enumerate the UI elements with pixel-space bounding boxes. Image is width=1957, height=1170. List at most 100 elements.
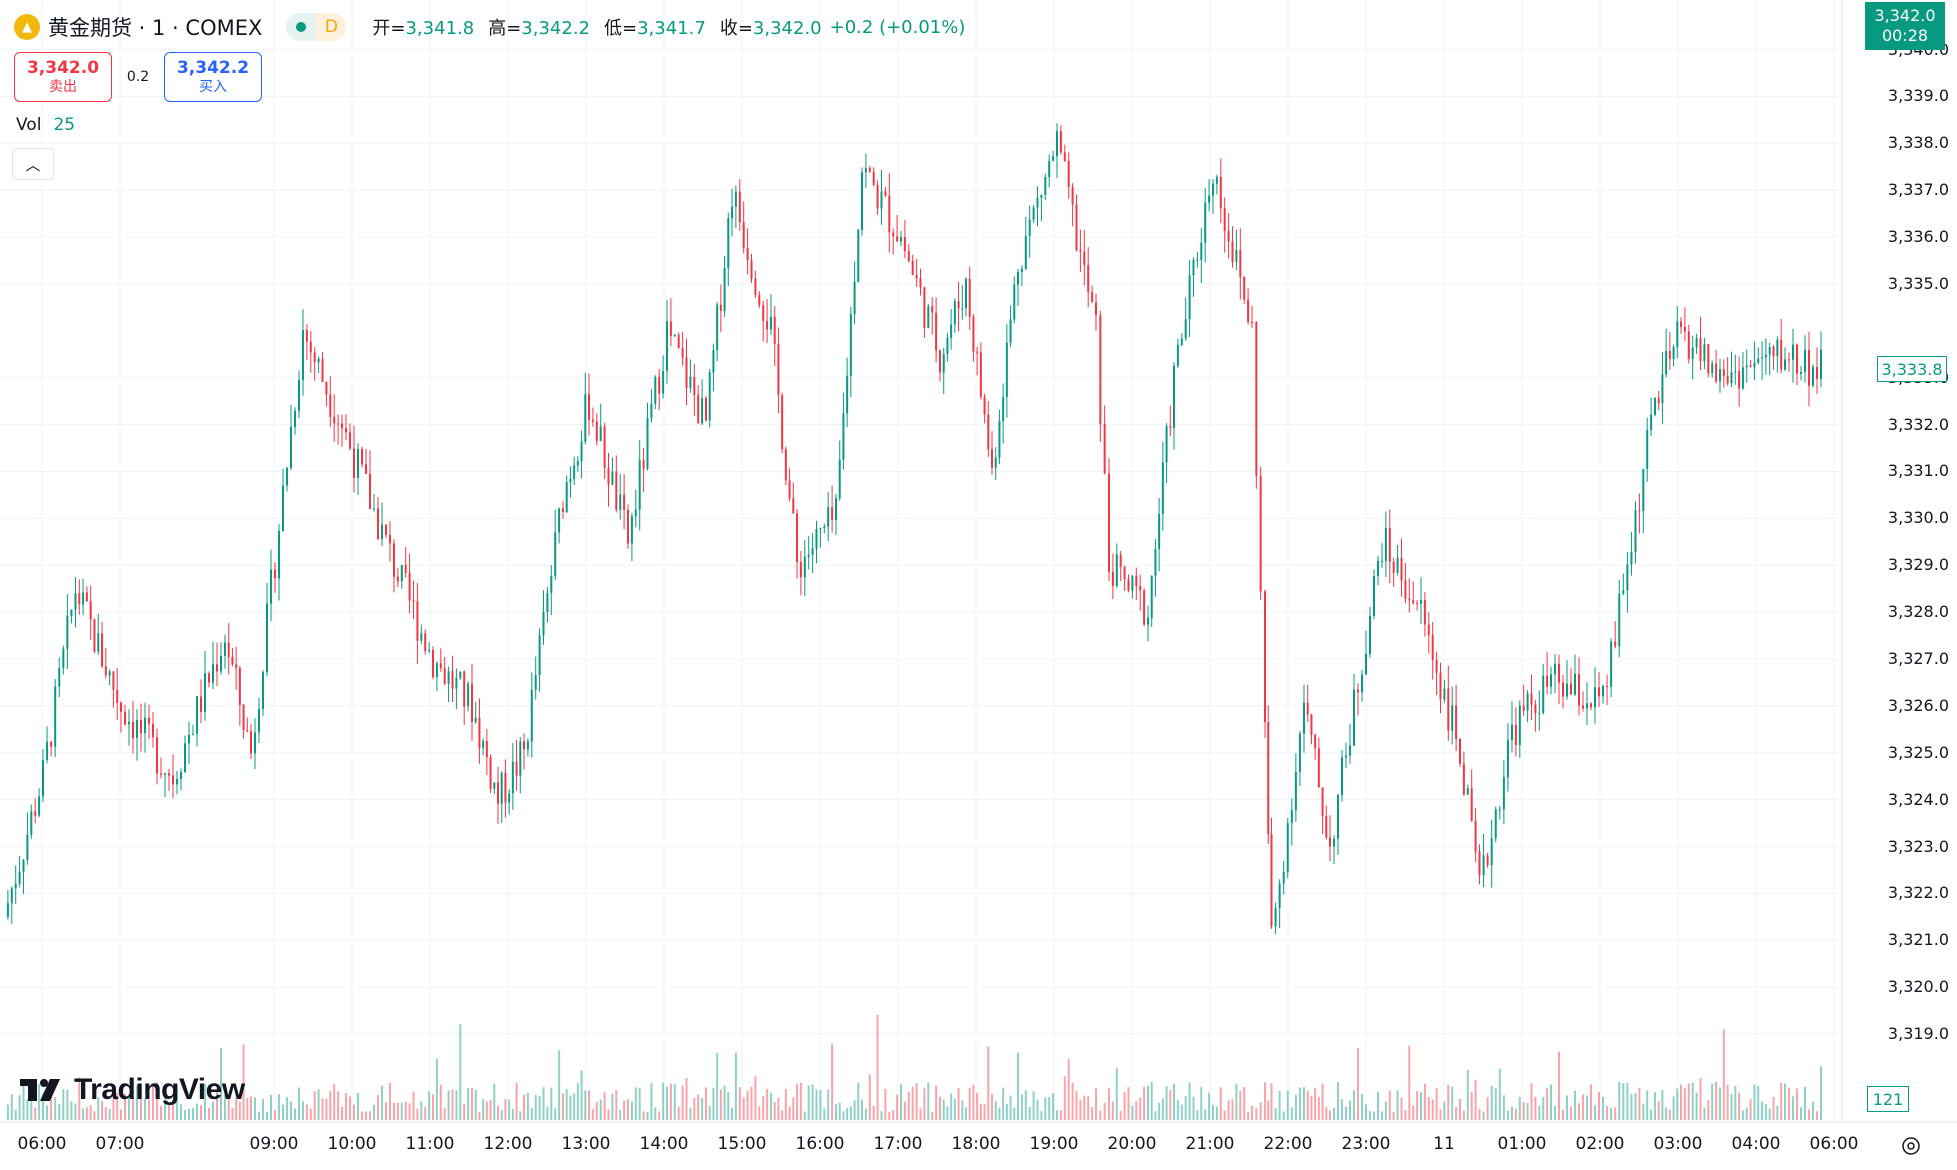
volume-bar: [701, 1098, 704, 1120]
candle-body: [1361, 674, 1363, 693]
candle-body: [991, 449, 993, 468]
candle-body: [1768, 346, 1771, 355]
candle-body: [1040, 194, 1043, 198]
volume-bar: [1321, 1083, 1324, 1120]
candle-body: [188, 734, 190, 744]
candle-body: [1738, 371, 1741, 389]
volume-bar: [489, 1100, 492, 1120]
volume-bar: [97, 1097, 100, 1120]
candle-body: [515, 761, 518, 776]
candle-body: [1147, 617, 1149, 625]
volume-bar: [432, 1094, 434, 1120]
candle-body: [1048, 160, 1051, 177]
price-axis-label: 3,322.0: [1887, 883, 1949, 903]
candle-body: [1408, 598, 1411, 601]
candle-body: [254, 732, 256, 754]
candle-body: [1703, 344, 1706, 362]
volume-bar: [1707, 1100, 1710, 1120]
volume-bar: [1013, 1107, 1016, 1120]
candle-body: [1451, 705, 1454, 731]
volume-bar: [1329, 1110, 1331, 1120]
candle-body: [54, 686, 57, 747]
tradingview-watermark[interactable]: TradingView: [20, 1073, 245, 1107]
candle-body: [900, 237, 902, 242]
candle-body: [294, 410, 296, 427]
candle-body: [1290, 810, 1293, 824]
volume-bar: [132, 1097, 134, 1120]
candle-body: [931, 306, 934, 313]
market-status[interactable]: D: [286, 13, 347, 41]
candle-body: [1353, 689, 1355, 746]
sell-button[interactable]: 3,342.0 卖出: [14, 52, 112, 102]
candle-body: [558, 508, 561, 533]
volume-bar: [1200, 1087, 1203, 1120]
candle-body: [74, 593, 77, 610]
volume-bar: [341, 1106, 343, 1120]
candle-body: [373, 508, 375, 510]
candle-body: [998, 421, 1001, 458]
candle-body: [302, 330, 304, 381]
volume-bar: [907, 1091, 910, 1120]
candle-body: [712, 350, 715, 373]
candle-body: [208, 673, 210, 683]
candle-body: [634, 509, 637, 517]
price-axis-label: 3,323.0: [1887, 836, 1949, 856]
volume-legend[interactable]: Vol 25: [16, 115, 75, 135]
volume-bar: [738, 1087, 741, 1120]
candle-body: [274, 569, 276, 579]
volume-bar: [74, 1103, 77, 1120]
volume-bar: [424, 1106, 427, 1120]
volume-bar: [892, 1110, 895, 1120]
candle-body: [896, 236, 899, 242]
candle-body: [172, 775, 174, 785]
symbol-title[interactable]: 黄金期货 · 1 · COMEX: [48, 16, 263, 40]
buy-button[interactable]: 3,342.2 买入: [164, 52, 262, 102]
candle-body: [742, 222, 745, 248]
candle-body: [880, 191, 883, 209]
volume-bar: [1610, 1107, 1613, 1120]
volume-bar: [1474, 1079, 1477, 1120]
volume-bar: [1381, 1111, 1383, 1120]
buy-label: 买入: [199, 79, 227, 95]
candle-body: [1412, 600, 1415, 604]
volume-bar: [842, 1111, 845, 1120]
volume-bar: [369, 1111, 371, 1120]
collapse-legend-button[interactable]: ︿: [12, 148, 54, 180]
volume-bar: [846, 1107, 849, 1120]
volume-bar: [1384, 1101, 1387, 1120]
volume-bar: [705, 1087, 707, 1120]
candle-body: [250, 731, 252, 754]
volume-bar: [302, 1101, 304, 1120]
volume-bar: [136, 1085, 138, 1120]
volume-bar: [530, 1107, 533, 1120]
market-open-indicator: [286, 13, 317, 41]
candle-body: [112, 671, 115, 690]
volume-bar: [1173, 1083, 1175, 1120]
volume-bar: [1657, 1101, 1660, 1120]
candle-body: [1486, 855, 1489, 866]
volume-bar: [1772, 1096, 1775, 1120]
candle-body: [1506, 740, 1509, 778]
volume-bar: [627, 1099, 629, 1120]
candle-body: [1518, 705, 1521, 746]
volume-bar: [389, 1082, 391, 1120]
candle-body: [485, 740, 488, 758]
candle-body: [872, 171, 875, 185]
ohlc-values: 开=3,341.8 高=3,342.2 低=3,341.7 收=3,342.0: [372, 14, 821, 40]
volume-bar: [254, 1097, 256, 1120]
volume-bar: [758, 1106, 761, 1120]
candle-body: [1719, 369, 1721, 382]
chart-settings-button[interactable]: [1897, 1132, 1925, 1160]
volume-bar: [82, 1108, 85, 1120]
candle-body: [1757, 358, 1760, 363]
candle-body: [1514, 724, 1517, 746]
candle-body: [1052, 156, 1055, 161]
volume-bar: [792, 1097, 795, 1120]
candle-body: [619, 494, 622, 510]
volume-bar: [93, 1111, 96, 1120]
volume-bar: [420, 1101, 423, 1120]
candle-body: [1115, 554, 1118, 586]
candle-body: [290, 426, 292, 468]
candle-body: [333, 416, 336, 424]
